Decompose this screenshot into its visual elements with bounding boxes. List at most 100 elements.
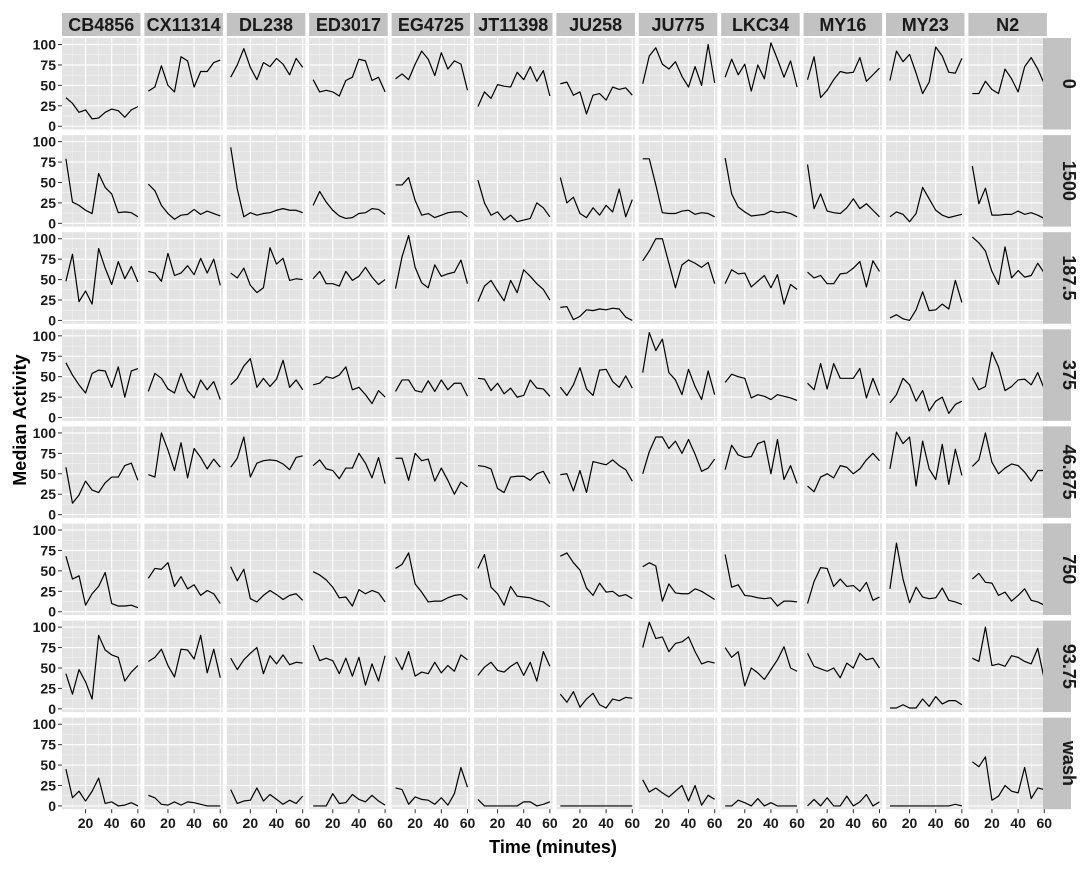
x-tick-label: 40 — [351, 815, 367, 831]
panel-background — [144, 426, 223, 518]
row-strip-93.75 — [1043, 620, 1071, 713]
column-strip-label: JU258 — [569, 15, 622, 35]
panel-MY23-93.75 — [886, 620, 965, 713]
x-tick-label: 40 — [763, 815, 779, 831]
y-tick-label: 25 — [40, 486, 56, 502]
panel-CB4856-0 — [62, 38, 141, 130]
series-line-MY23-93.75 — [889, 695, 963, 709]
panel-background — [886, 523, 965, 615]
y-tick-label: 75 — [40, 737, 56, 753]
x-tick-label: 60 — [295, 815, 311, 831]
panel-background — [226, 232, 306, 324]
series-line-N2-wash — [971, 756, 1045, 801]
series-line-DL238-46.875 — [230, 436, 303, 478]
panel-JU258-46.875 — [556, 426, 635, 518]
panel-MY16-wash — [803, 717, 883, 810]
column-strip-CX11314 — [144, 13, 223, 36]
panel-JU258-0 — [556, 38, 635, 130]
series-line-CB4856-375 — [65, 362, 139, 398]
panel-CX11314-1500 — [144, 135, 223, 227]
column-strip-LKC34 — [721, 13, 800, 36]
panel-JU775-46.875 — [638, 426, 718, 518]
panel-background — [886, 329, 965, 421]
y-tick-label: 50 — [40, 757, 56, 773]
y-tick-label: 100 — [33, 328, 57, 344]
column-strip-N2 — [968, 13, 1047, 36]
series-line-N2-46.875 — [971, 432, 1045, 482]
panel-ED3017-93.75 — [309, 620, 388, 713]
series-line-EG4725-750 — [395, 552, 468, 603]
panel-CB4856-46.875 — [62, 426, 141, 518]
panel-background — [638, 426, 718, 518]
panel-N2-375 — [968, 329, 1047, 421]
y-tick-label: 25 — [40, 389, 56, 405]
y-tick-label: 75 — [40, 445, 56, 461]
x-tick-label: 40 — [598, 815, 614, 831]
series-line-JU775-187.5 — [642, 238, 716, 289]
series-line-EG4725-187.5 — [394, 234, 469, 289]
column-strip-JU258 — [556, 13, 635, 36]
panel-background — [309, 38, 388, 130]
panel-JT11398-46.875 — [474, 426, 553, 518]
series-line-MY16-93.75 — [806, 652, 880, 679]
panel-background — [391, 426, 471, 518]
series-line-MY16-46.875 — [807, 452, 880, 493]
panel-background — [144, 38, 223, 130]
panel-background — [638, 523, 718, 615]
column-strip-MY16 — [803, 13, 883, 36]
panel-MY16-750 — [803, 523, 883, 615]
panel-ED3017-0 — [309, 38, 388, 130]
series-line-CB4856-1500 — [65, 158, 139, 218]
panel-background — [556, 38, 635, 130]
column-strip-label: CB4856 — [68, 15, 134, 35]
series-line-LKC34-46.875 — [724, 438, 798, 484]
y-tick-label: 0 — [48, 215, 56, 231]
panel-CX11314-46.875 — [144, 426, 223, 518]
panel-ED3017-375 — [309, 329, 388, 421]
panel-ED3017-wash — [309, 717, 388, 810]
series-line-MY23-187.5 — [889, 279, 963, 322]
column-strip-label: DL238 — [239, 15, 293, 35]
y-tick-label: 0 — [48, 507, 56, 523]
panel-background — [309, 717, 388, 810]
row-strip-0 — [1043, 38, 1071, 130]
row-strip-375 — [1043, 329, 1071, 421]
panel-JT11398-0 — [474, 38, 553, 130]
panel-background — [968, 523, 1047, 615]
panel-LKC34-187.5 — [721, 232, 800, 324]
series-line-JU258-0 — [560, 81, 633, 115]
series-line-N2-750 — [971, 572, 1045, 606]
series-line-MY16-wash — [807, 793, 880, 807]
column-strip-label: CX11314 — [147, 15, 221, 35]
panel-JU258-375 — [556, 329, 635, 421]
panel-background — [968, 426, 1047, 518]
x-tick-label: 60 — [624, 815, 640, 831]
panel-background — [226, 426, 306, 518]
series-line-JU775-0 — [642, 43, 716, 88]
y-tick-label: 25 — [40, 292, 56, 308]
panel-background — [886, 717, 965, 810]
panel-N2-187.5 — [968, 232, 1047, 324]
series-line-JU775-1500 — [642, 158, 715, 218]
series-line-LKC34-750 — [724, 554, 798, 607]
series-line-DL238-wash — [230, 787, 304, 805]
series-line-MY23-wash — [889, 803, 963, 807]
panel-JT11398-750 — [474, 523, 553, 615]
panel-background — [62, 523, 141, 615]
series-line-CB4856-187.5 — [65, 247, 139, 305]
y-tick-label: 25 — [40, 195, 56, 211]
y-tick-label: 75 — [40, 640, 56, 656]
panel-JU775-750 — [638, 523, 718, 615]
y-tick-label: 100 — [33, 425, 57, 441]
series-line-LKC34-187.5 — [724, 269, 798, 305]
x-tick-label: 20 — [819, 815, 835, 831]
panel-DL238-wash — [226, 717, 306, 810]
panel-EG4725-93.75 — [391, 620, 471, 713]
x-tick-label: 20 — [572, 815, 588, 831]
x-tick-label: 40 — [516, 815, 532, 831]
panel-CX11314-750 — [144, 523, 223, 615]
column-strip-label: MY16 — [819, 15, 866, 35]
series-line-LKC34-93.75 — [724, 646, 798, 687]
series-line-EG4725-1500 — [395, 176, 468, 219]
panel-EG4725-0 — [391, 38, 471, 130]
